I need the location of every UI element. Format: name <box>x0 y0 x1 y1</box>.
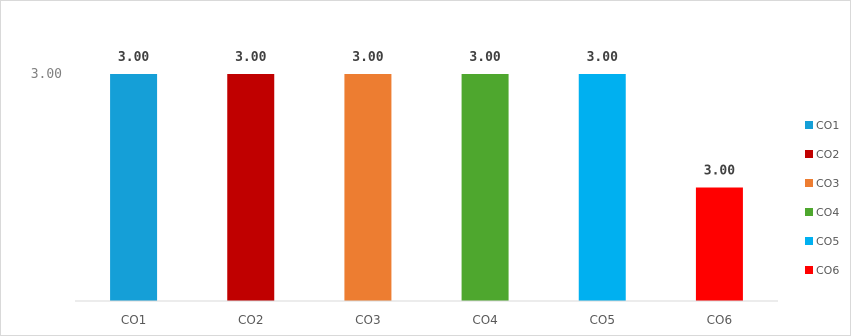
legend-label-co1: CO1 <box>816 119 839 132</box>
category-label-co4: CO4 <box>472 313 497 327</box>
category-label-co3: CO3 <box>355 313 380 327</box>
bar-co1 <box>110 74 158 301</box>
legend: CO1 CO2 CO3 CO4 CO5 CO6 <box>805 119 839 277</box>
legend-swatch-co5 <box>805 237 813 245</box>
category-label-co2: CO2 <box>238 313 263 327</box>
legend-label-co5: CO5 <box>816 235 839 248</box>
data-label-co1: 3.00 <box>118 50 149 65</box>
bar-co4 <box>461 74 509 301</box>
legend-label-co6: CO6 <box>816 264 839 277</box>
category-label-co1: CO1 <box>121 313 146 327</box>
legend-swatch-co4 <box>805 208 813 216</box>
category-label-co5: CO5 <box>590 313 615 327</box>
bar-co6 <box>695 187 743 301</box>
legend-swatch-co6 <box>805 266 813 274</box>
bar-co5 <box>578 74 626 301</box>
data-label-co6: 3.00 <box>704 164 735 179</box>
bar-co3 <box>344 74 392 301</box>
legend-label-co3: CO3 <box>816 177 839 190</box>
legend-label-co2: CO2 <box>816 148 839 161</box>
data-label-co3: 3.00 <box>352 50 383 65</box>
x-axis-category-labels: CO1 CO2 CO3 CO4 CO5 CO6 <box>121 313 732 327</box>
data-label-co4: 3.00 <box>469 50 500 65</box>
data-labels: 3.00 3.00 3.00 3.00 3.00 3.00 <box>118 50 735 179</box>
legend-swatch-co2 <box>805 150 813 158</box>
data-label-co2: 3.00 <box>235 50 266 65</box>
legend-swatch-co3 <box>805 179 813 187</box>
legend-label-co4: CO4 <box>816 206 839 219</box>
bar-series <box>110 74 743 301</box>
y-axis-ticks: 3.00 <box>31 67 62 82</box>
y-tick-label: 3.00 <box>31 67 62 82</box>
legend-swatch-co1 <box>805 121 813 129</box>
category-label-co6: CO6 <box>707 313 732 327</box>
data-label-co5: 3.00 <box>587 50 618 65</box>
bar-co2 <box>227 74 275 301</box>
